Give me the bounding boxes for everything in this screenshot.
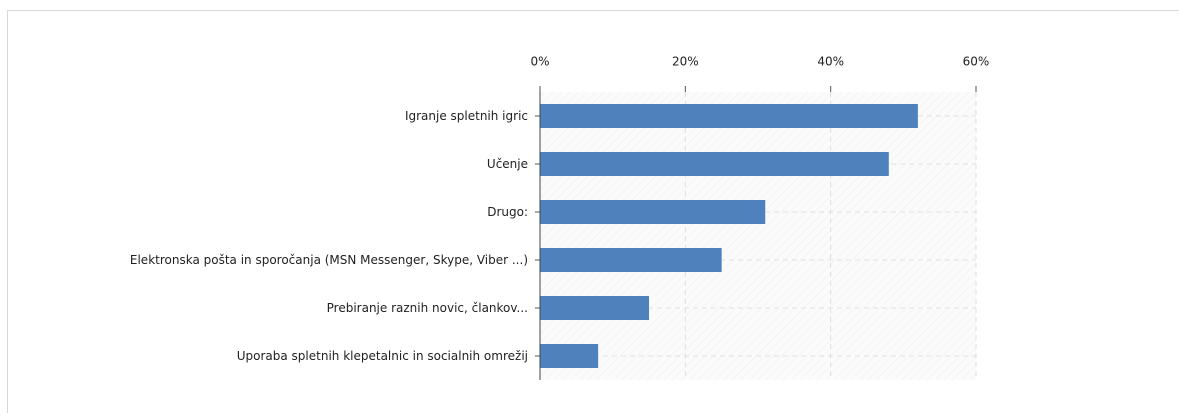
bar xyxy=(540,152,889,176)
x-tick-label: 60% xyxy=(963,55,990,69)
bar xyxy=(540,248,722,272)
bar xyxy=(540,200,766,224)
bar xyxy=(540,344,599,368)
y-tick-label: Prebiranje raznih novic, člankov... xyxy=(326,301,528,315)
y-tick-label: Drugo: xyxy=(487,205,528,219)
x-tick-label: 40% xyxy=(817,55,844,69)
y-tick-label: Uporaba spletnih klepetalnic in socialni… xyxy=(236,349,528,363)
x-tick-label: 0% xyxy=(530,55,549,69)
y-tick-label: Igranje spletnih igric xyxy=(404,109,528,123)
bar xyxy=(540,104,918,128)
y-tick-label: Elektronska pošta in sporočanja (MSN Mes… xyxy=(129,253,528,267)
y-tick-label: Učenje xyxy=(486,157,528,171)
bar xyxy=(540,296,649,320)
x-tick-label: 20% xyxy=(672,55,699,69)
panel-border xyxy=(7,10,1179,413)
plot-area xyxy=(540,92,976,380)
